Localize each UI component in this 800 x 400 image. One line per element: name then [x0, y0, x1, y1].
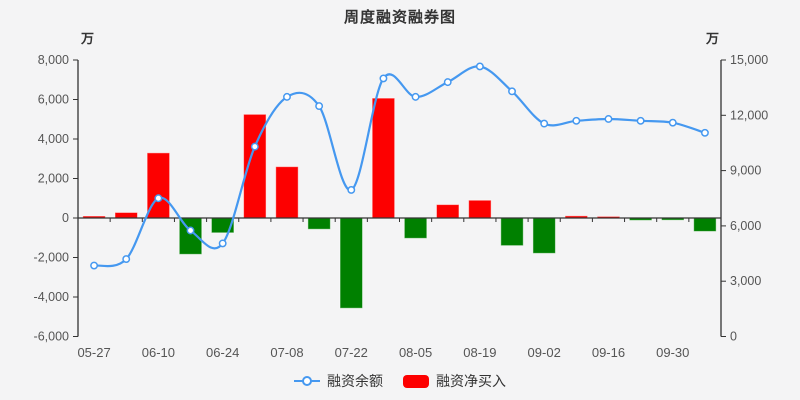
line-marker[interactable]: [540, 119, 549, 128]
line-marker[interactable]: [347, 186, 356, 194]
line-marker[interactable]: [604, 115, 613, 123]
right-axis-tick-label: 3,000: [730, 274, 761, 288]
left-axis-tick-label: 4,000: [38, 132, 69, 146]
left-axis-tick-label: 2,000: [38, 172, 69, 186]
line-marker[interactable]: [186, 226, 195, 235]
bar-net-buy[interactable]: [114, 211, 138, 219]
bar-net-buy[interactable]: [468, 199, 492, 219]
line-marker[interactable]: [700, 128, 709, 137]
x-axis-label: 09-30: [656, 345, 689, 360]
line-marker[interactable]: [122, 255, 131, 264]
right-axis-tick-label: 9,000: [730, 164, 761, 178]
line-marker[interactable]: [90, 261, 99, 270]
right-axis-tick-label: 15,000: [730, 53, 768, 67]
bar-net-buy[interactable]: [275, 166, 299, 219]
legend-label-financing-balance: 融资余额: [327, 373, 383, 389]
x-axis-label: 08-19: [463, 345, 496, 360]
left-axis-tick-label: 0: [62, 211, 69, 225]
legend-label-financing-net-buy: 融资净买入: [436, 373, 506, 389]
left-axis-tick-label: 6,000: [38, 93, 69, 107]
x-axis-label: 07-08: [270, 345, 303, 360]
left-axis-tick-label: -4,000: [34, 290, 69, 304]
line-marker[interactable]: [154, 194, 163, 203]
legend-item-financing-balance[interactable]: 融资余额: [294, 371, 383, 391]
line-marker[interactable]: [636, 116, 645, 125]
bar-net-buy[interactable]: [500, 217, 524, 247]
line-marker[interactable]: [508, 87, 516, 96]
line-series-icon: [294, 376, 320, 386]
line-marker[interactable]: [411, 92, 420, 101]
bar-net-buy[interactable]: [307, 217, 331, 230]
left-axis-tick-label: -6,000: [34, 330, 69, 344]
bar-net-buy[interactable]: [403, 217, 428, 239]
bar-series-icon: [403, 374, 429, 388]
left-axis-tick-label: 8,000: [38, 53, 69, 67]
chart-legend: 融资余额 融资净买入: [0, 371, 800, 391]
line-marker[interactable]: [572, 116, 581, 125]
line-marker[interactable]: [475, 62, 484, 71]
bar-net-buy[interactable]: [532, 217, 556, 254]
left-axis-tick-label: -2,000: [34, 251, 69, 265]
x-axis-label: 07-22: [335, 345, 368, 360]
x-axis-label: 05-27: [77, 345, 110, 360]
line-marker[interactable]: [315, 102, 324, 111]
line-marker[interactable]: [283, 92, 291, 101]
chart-title: 周度融资融券图: [343, 9, 456, 26]
legend-item-financing-net-buy[interactable]: 融资净买入: [403, 371, 506, 391]
line-marker[interactable]: [218, 239, 227, 248]
left-axis-unit: 万: [80, 31, 94, 46]
right-axis-tick-label: 6,000: [730, 219, 761, 233]
bar-net-buy[interactable]: [371, 97, 396, 219]
line-marker[interactable]: [250, 142, 259, 151]
line-marker[interactable]: [379, 74, 388, 83]
x-axis-label: 06-24: [206, 345, 239, 360]
right-axis-tick-label: 0: [730, 330, 737, 344]
right-axis-unit: 万: [706, 31, 720, 46]
right-axis-tick-label: 12,000: [730, 108, 768, 122]
bar-net-buy[interactable]: [693, 217, 717, 232]
line-marker[interactable]: [443, 78, 452, 87]
x-axis-label: 08-05: [399, 345, 432, 360]
x-axis-label: 09-16: [592, 345, 625, 360]
x-axis-label: 09-02: [528, 345, 561, 360]
bar-net-buy[interactable]: [339, 217, 364, 309]
line-marker[interactable]: [668, 118, 677, 127]
x-axis-label: 06-10: [142, 345, 175, 360]
bar-net-buy[interactable]: [435, 204, 460, 219]
